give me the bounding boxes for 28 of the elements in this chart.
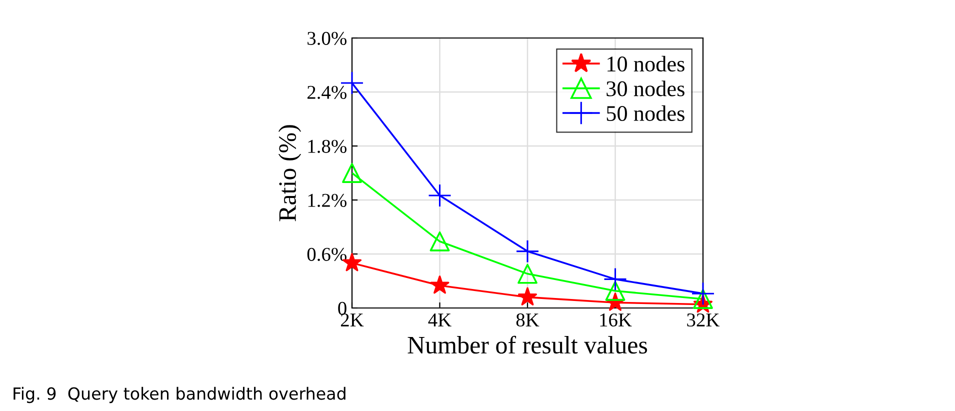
point [692,282,714,305]
point [516,240,538,262]
legend-label: 50 nodes [606,105,684,122]
x-axis-title: Number of result values [408,336,648,354]
point [430,276,450,294]
point [693,289,713,309]
point [342,163,362,183]
point [518,287,538,306]
caption: Fig. 9 Query token bandwidth overhead [14,386,346,404]
y-tick-label: 1.2% [308,194,346,208]
x-tick-label: 4K [428,314,452,326]
point [604,268,626,290]
y-axis-title: Ratio (%) [278,125,302,222]
y-tick-label: 1.8% [308,140,346,154]
x-tick-label: 16K [600,313,632,327]
y-tick-label: 0 [338,302,346,315]
x-tick-label: 32K [687,313,720,327]
point [430,231,450,252]
x-tick-label: 2K [340,313,364,326]
y-tick-label: 2.4% [307,86,346,100]
y-tick-label: 3.0% [308,32,346,46]
legend-label: 30 nodes [606,80,684,96]
y-tick-label: 0.6% [307,248,346,262]
legend-label: 10 nodes [608,56,684,72]
point [518,264,538,284]
point [428,184,451,206]
point [605,280,626,301]
x-tick-label: 8K [516,313,540,327]
